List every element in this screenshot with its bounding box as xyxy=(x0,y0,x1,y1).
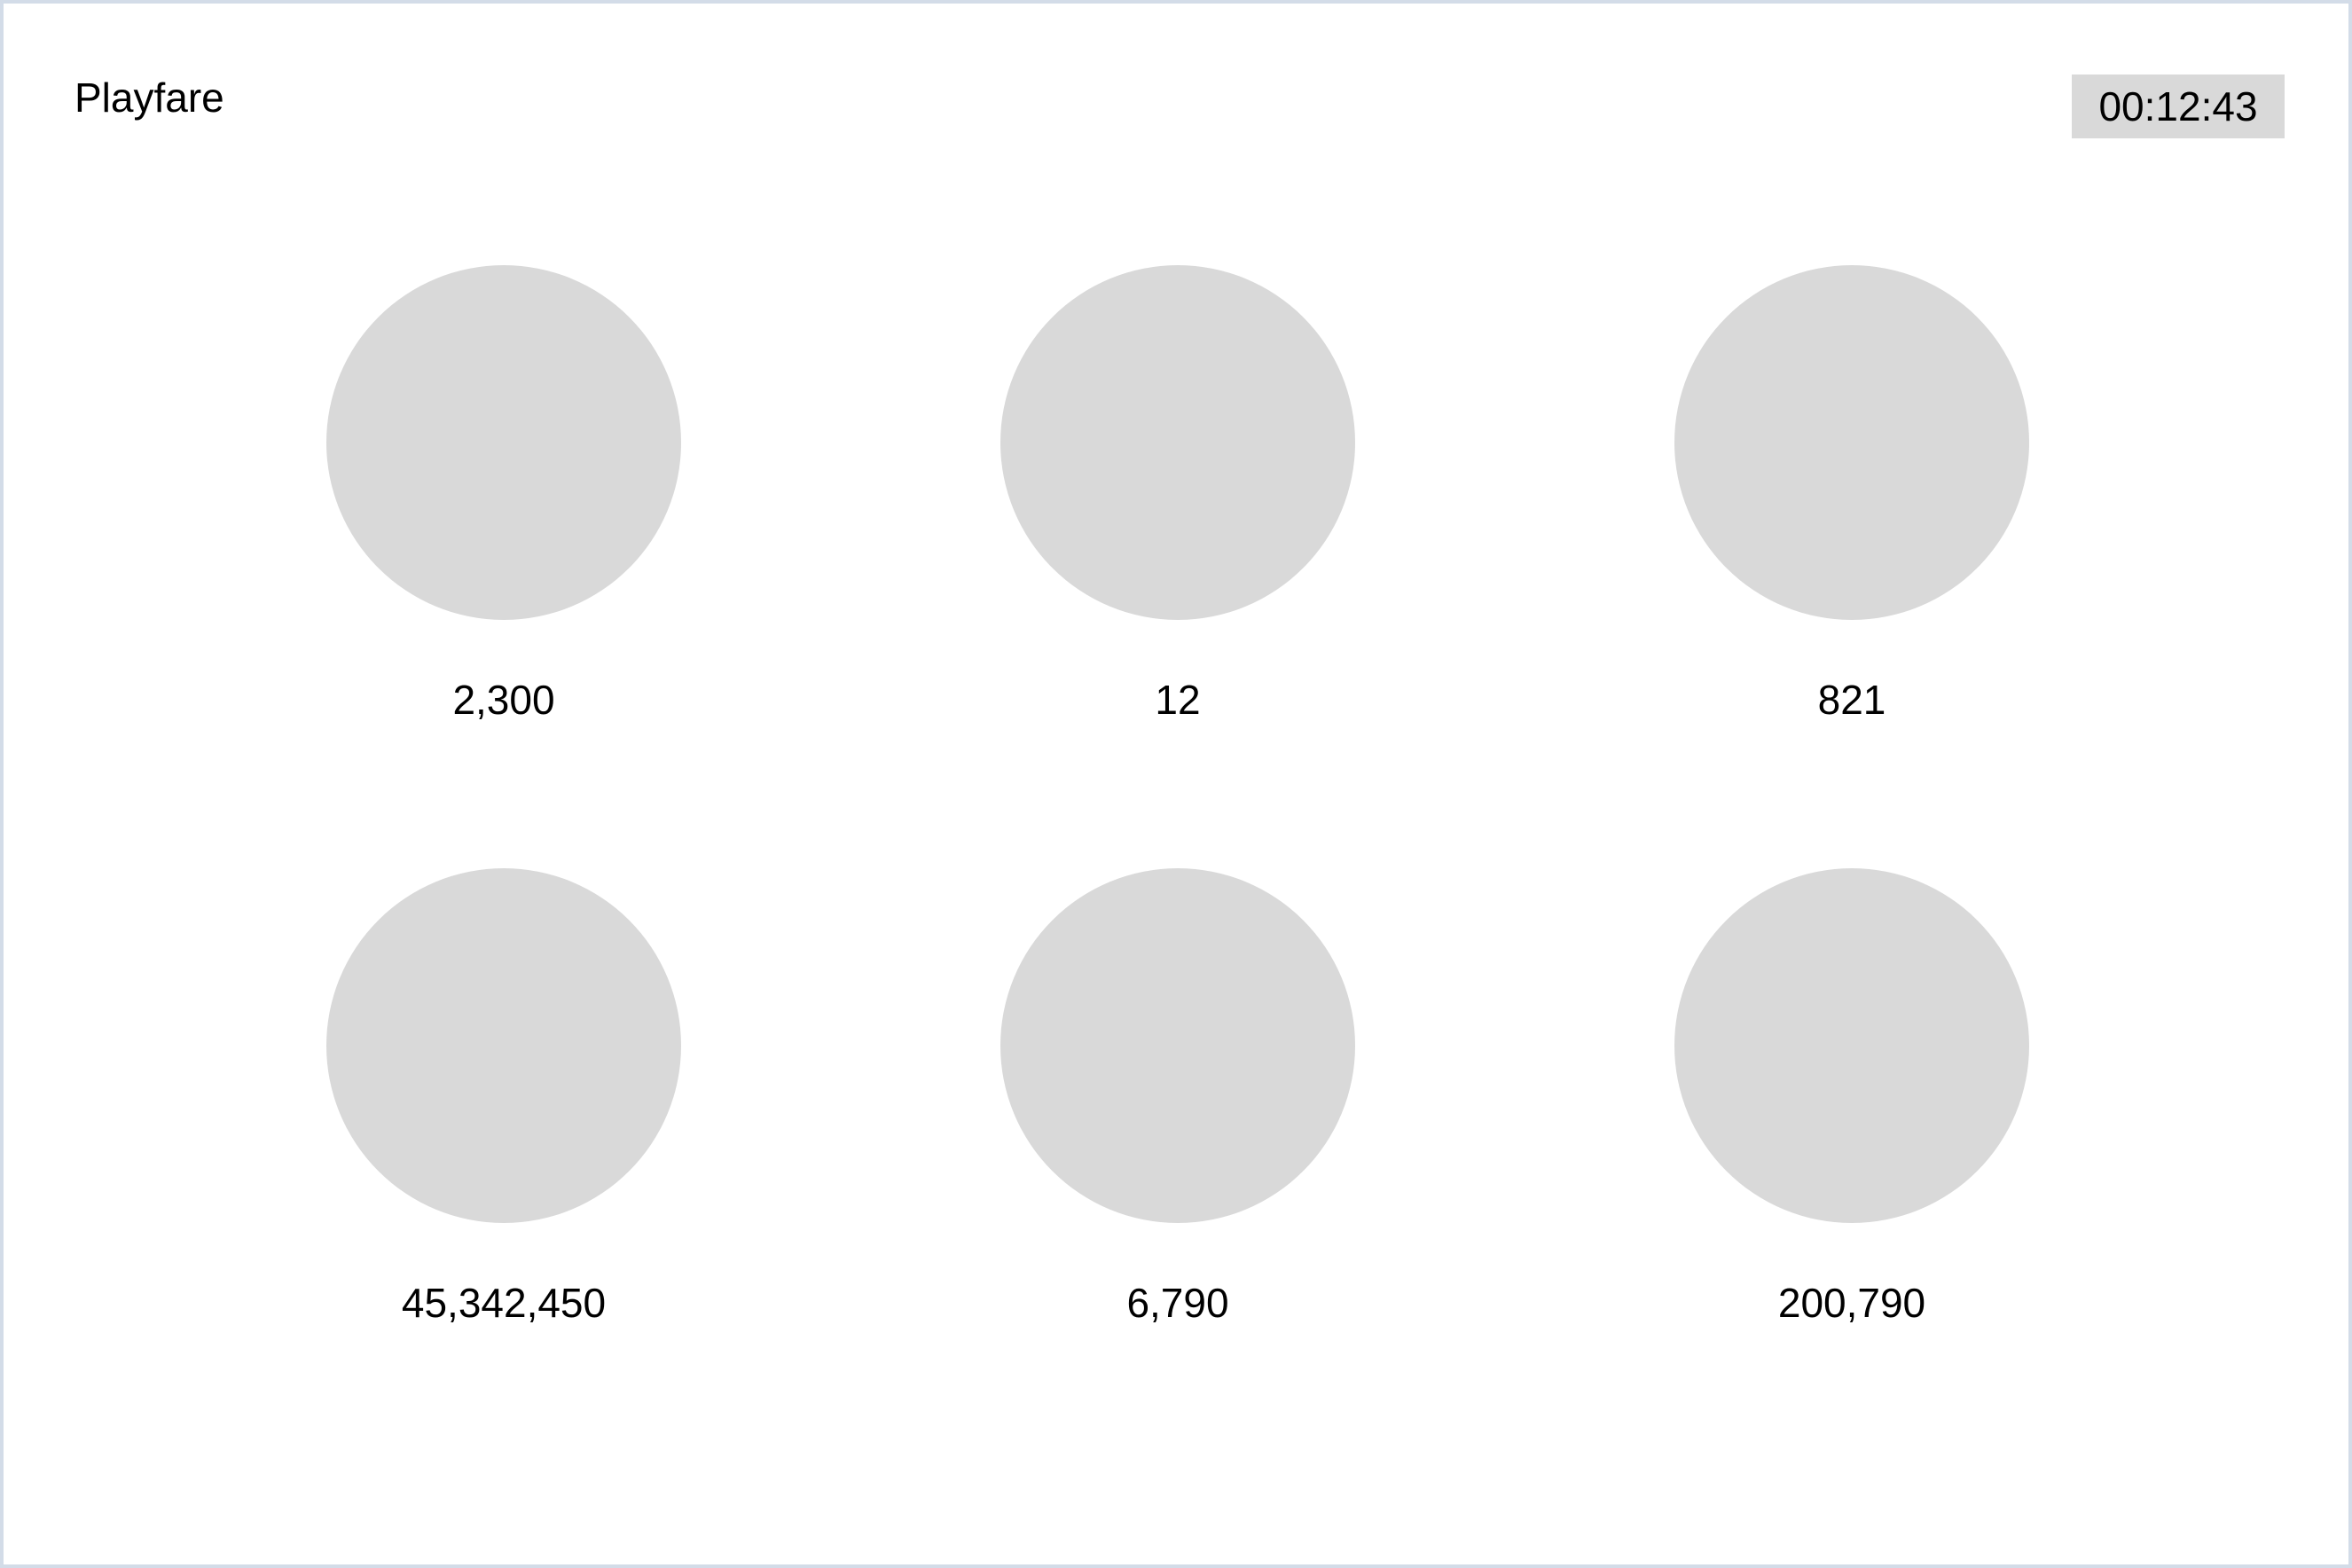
tile-1-value: 2,300 xyxy=(452,677,555,723)
timer-display: 00:12:43 xyxy=(2072,74,2285,138)
tile-2-circle[interactable] xyxy=(1000,265,1355,620)
tile-1-circle[interactable] xyxy=(326,265,681,620)
tile-5-value: 6,790 xyxy=(1126,1280,1229,1326)
tile-1[interactable]: 2,300 xyxy=(326,265,681,726)
app-title: Playfare xyxy=(74,74,224,121)
tile-4-value: 45,342,450 xyxy=(401,1280,607,1326)
tile-3-value: 821 xyxy=(1817,677,1886,723)
tile-6-circle[interactable] xyxy=(1674,868,2029,1223)
tile-6[interactable]: 200,790 xyxy=(1674,868,2029,1329)
tile-5-circle[interactable] xyxy=(1000,868,1355,1223)
tile-4-circle[interactable] xyxy=(326,868,681,1223)
tile-3-circle[interactable] xyxy=(1674,265,2029,620)
tile-2-value: 12 xyxy=(1155,677,1201,723)
tile-4[interactable]: 45,342,450 xyxy=(326,868,681,1329)
tile-3[interactable]: 821 xyxy=(1674,265,2029,726)
tile-2[interactable]: 12 xyxy=(1000,265,1355,726)
tile-5[interactable]: 6,790 xyxy=(1000,868,1355,1329)
tile-6-value: 200,790 xyxy=(1777,1280,1926,1326)
